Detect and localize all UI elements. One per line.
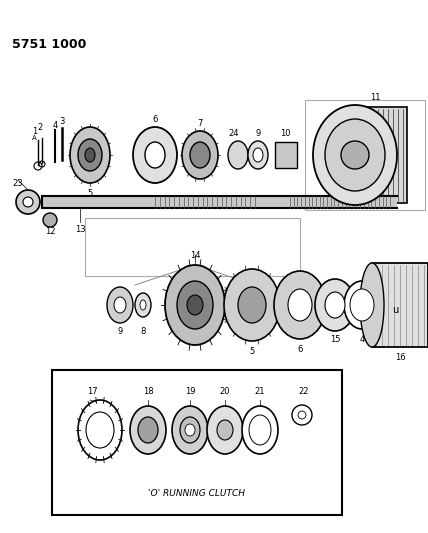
Text: 18: 18	[143, 387, 153, 397]
Ellipse shape	[114, 297, 126, 313]
Text: 10: 10	[280, 128, 290, 138]
Bar	[355, 107, 407, 203]
Ellipse shape	[274, 271, 326, 339]
Ellipse shape	[248, 141, 268, 169]
Text: 9: 9	[256, 128, 261, 138]
Ellipse shape	[350, 289, 374, 321]
Ellipse shape	[172, 406, 208, 454]
Ellipse shape	[315, 279, 355, 331]
Ellipse shape	[78, 139, 102, 171]
Text: 16: 16	[395, 352, 405, 361]
Text: 21: 21	[255, 387, 265, 397]
Ellipse shape	[133, 127, 177, 183]
Ellipse shape	[360, 263, 384, 347]
Ellipse shape	[140, 300, 146, 310]
Ellipse shape	[238, 287, 266, 323]
Text: 8: 8	[140, 327, 146, 335]
Circle shape	[16, 190, 40, 214]
Text: 12: 12	[45, 228, 55, 237]
Ellipse shape	[207, 406, 243, 454]
Text: 13: 13	[75, 225, 85, 235]
Text: 5751 1000: 5751 1000	[12, 38, 86, 51]
Text: 2: 2	[37, 124, 43, 133]
Text: 7: 7	[197, 118, 203, 127]
Ellipse shape	[288, 289, 312, 321]
Bar	[275, 142, 297, 168]
Ellipse shape	[249, 415, 271, 445]
Text: 4: 4	[360, 335, 365, 344]
Text: u: u	[392, 305, 398, 315]
Bar	[372, 263, 428, 347]
Text: 24: 24	[229, 128, 239, 138]
Text: 15: 15	[330, 335, 340, 344]
Text: 23: 23	[13, 180, 23, 189]
Ellipse shape	[70, 127, 110, 183]
Ellipse shape	[313, 105, 397, 205]
Ellipse shape	[190, 142, 210, 168]
Ellipse shape	[344, 281, 380, 329]
Text: 'O' RUNNING CLUTCH: 'O' RUNNING CLUTCH	[149, 489, 246, 497]
Ellipse shape	[138, 417, 158, 443]
Ellipse shape	[85, 148, 95, 162]
Ellipse shape	[325, 292, 345, 318]
Text: 5: 5	[87, 189, 92, 198]
Ellipse shape	[135, 293, 151, 317]
Ellipse shape	[217, 420, 233, 440]
Text: A: A	[32, 135, 36, 141]
Text: 22: 22	[299, 387, 309, 397]
Ellipse shape	[165, 265, 225, 345]
Bar	[305, 100, 425, 210]
Text: 1: 1	[33, 127, 38, 136]
Ellipse shape	[130, 406, 166, 454]
Ellipse shape	[325, 119, 385, 191]
Text: 4: 4	[52, 120, 58, 130]
Ellipse shape	[224, 269, 280, 341]
Ellipse shape	[180, 417, 200, 443]
Text: 6: 6	[152, 116, 158, 125]
Ellipse shape	[185, 424, 195, 436]
Bar	[85, 218, 300, 276]
Circle shape	[341, 141, 369, 169]
Circle shape	[43, 213, 57, 227]
Text: 14: 14	[190, 251, 200, 260]
Ellipse shape	[182, 131, 218, 179]
Text: 3: 3	[59, 117, 65, 126]
Ellipse shape	[253, 148, 263, 162]
Text: 20: 20	[220, 387, 230, 397]
Text: 17: 17	[87, 387, 97, 397]
Bar	[42, 196, 397, 208]
Bar	[52, 370, 342, 515]
Ellipse shape	[242, 406, 278, 454]
Text: 19: 19	[185, 387, 195, 397]
Ellipse shape	[187, 295, 203, 315]
Text: 5: 5	[250, 346, 255, 356]
Circle shape	[23, 197, 33, 207]
Text: 6: 6	[297, 344, 303, 353]
Ellipse shape	[145, 142, 165, 168]
Text: 11: 11	[370, 93, 380, 102]
Text: 9: 9	[117, 327, 123, 335]
Ellipse shape	[107, 287, 133, 323]
Ellipse shape	[228, 141, 248, 169]
Ellipse shape	[177, 281, 213, 329]
